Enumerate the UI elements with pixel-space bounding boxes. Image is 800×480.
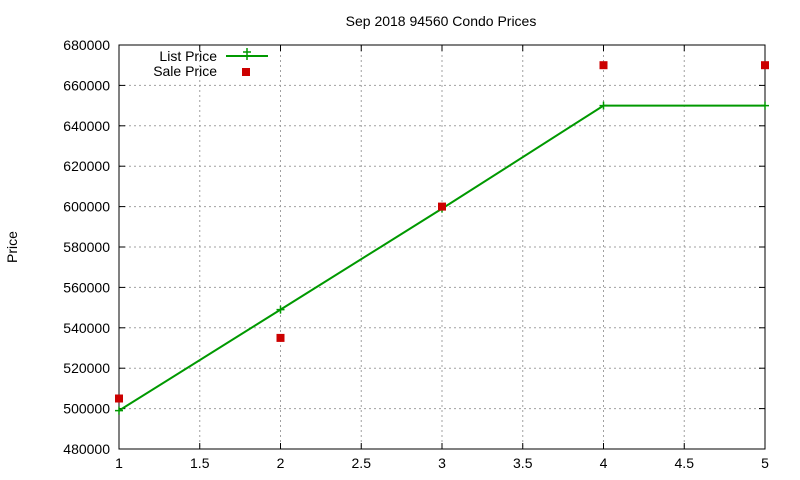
y-tick-label: 620000 xyxy=(63,158,110,174)
x-tick-label: 4 xyxy=(600,455,608,471)
y-tick-label: 500000 xyxy=(63,401,110,417)
y-tick-label: 640000 xyxy=(63,118,110,134)
legend-label-sale-price: Sale Price xyxy=(153,63,217,79)
y-tick-label: 660000 xyxy=(63,77,110,93)
legend-marker-list-price xyxy=(243,48,251,60)
list-price-point xyxy=(115,406,123,415)
y-tick-label: 580000 xyxy=(63,239,110,255)
y-tick-label: 560000 xyxy=(63,279,110,295)
list-price-point xyxy=(761,101,769,110)
list-price-point xyxy=(599,101,608,110)
list-price-point xyxy=(276,305,285,314)
x-tick-label: 1 xyxy=(115,455,123,471)
sale-price-point xyxy=(115,394,123,403)
axis-ticks: 1 1.5 2 2.5 3 3.5 4 4.5 5 480000 500000 520000 54000… xyxy=(63,37,769,471)
y-axis-label: Price xyxy=(4,231,20,263)
y-tick-label: 680000 xyxy=(63,37,110,53)
sale-price-point xyxy=(276,333,285,342)
x-tick-label: 1.5 xyxy=(190,455,210,471)
sale-price-point xyxy=(438,202,446,211)
sale-price-point xyxy=(761,61,769,70)
legend-label-list-price: List Price xyxy=(159,48,217,64)
x-tick-label: 5 xyxy=(761,455,769,471)
data-series xyxy=(115,61,769,415)
y-tick-label: 540000 xyxy=(63,320,110,336)
x-tick-label: 3.5 xyxy=(513,455,533,471)
y-tick-label: 600000 xyxy=(63,199,110,215)
grid-lines xyxy=(119,45,765,449)
x-tick-label: 2.5 xyxy=(352,455,372,471)
y-tick-label: 520000 xyxy=(63,360,110,376)
legend-marker-sale-price xyxy=(242,68,250,76)
chart-title: Sep 2018 94560 Condo Prices xyxy=(346,13,537,29)
legend: List Price Sale Price xyxy=(153,48,268,79)
sale-price-point xyxy=(599,61,608,70)
x-tick-label: 4.5 xyxy=(675,455,695,471)
x-tick-label: 2 xyxy=(277,455,285,471)
y-tick-label: 480000 xyxy=(63,441,110,457)
x-tick-label: 3 xyxy=(438,455,446,471)
